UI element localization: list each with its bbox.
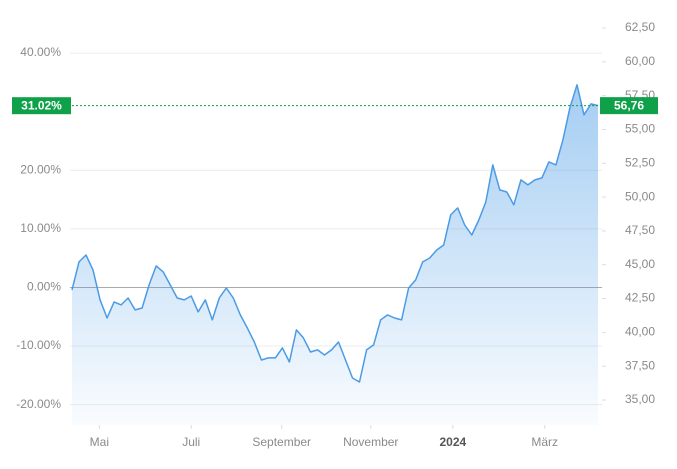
- y2-tick-label: 47,50: [625, 223, 655, 237]
- change-badge: [12, 97, 71, 115]
- y2-tick-label: 52,50: [625, 155, 655, 169]
- change-badge-label: 31.02%: [21, 98, 62, 112]
- y2-tick-label: 45,00: [625, 257, 655, 271]
- y-tick-label: -10.00%: [16, 338, 61, 352]
- x-tick-label: November: [343, 435, 398, 449]
- x-tick-label: 2024: [439, 435, 466, 449]
- y2-tick-label: 60,00: [625, 54, 655, 68]
- x-tick-label: September: [252, 435, 311, 449]
- y2-tick-label: 50,00: [625, 189, 655, 203]
- y-tick-label: -20.00%: [16, 397, 61, 411]
- y-tick-label: 40.00%: [20, 45, 61, 59]
- y-tick-label: 20.00%: [20, 162, 61, 176]
- y2-tick-label: 37,50: [625, 358, 655, 372]
- y2-tick-label: 35,00: [625, 392, 655, 406]
- price-badge: [600, 97, 658, 115]
- y-tick-label: 0.00%: [27, 280, 61, 294]
- area: [72, 84, 598, 426]
- x-tick-label: Mai: [90, 435, 109, 449]
- y2-tick-label: 42,50: [625, 291, 655, 305]
- y2-tick-label: 62,50: [625, 20, 655, 34]
- price-badge-label: 56,76: [614, 98, 644, 112]
- x-tick-label: Juli: [182, 435, 200, 449]
- x-tick-label: März: [531, 435, 558, 449]
- y2-tick-label: 40,00: [625, 325, 655, 339]
- y-tick-label: 10.00%: [20, 221, 61, 235]
- price-line: [71, 84, 599, 383]
- y2-tick-label: 55,00: [625, 122, 655, 136]
